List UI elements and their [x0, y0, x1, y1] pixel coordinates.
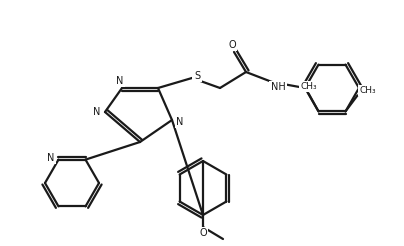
- Text: O: O: [199, 228, 207, 238]
- Text: N: N: [176, 117, 184, 127]
- Text: NH: NH: [271, 82, 285, 92]
- Text: CH₃: CH₃: [359, 86, 376, 95]
- Text: O: O: [228, 40, 236, 50]
- Text: N: N: [47, 153, 54, 163]
- Text: S: S: [194, 71, 200, 81]
- Text: N: N: [116, 76, 124, 86]
- Text: CH₃: CH₃: [300, 82, 317, 91]
- Text: N: N: [93, 107, 101, 117]
